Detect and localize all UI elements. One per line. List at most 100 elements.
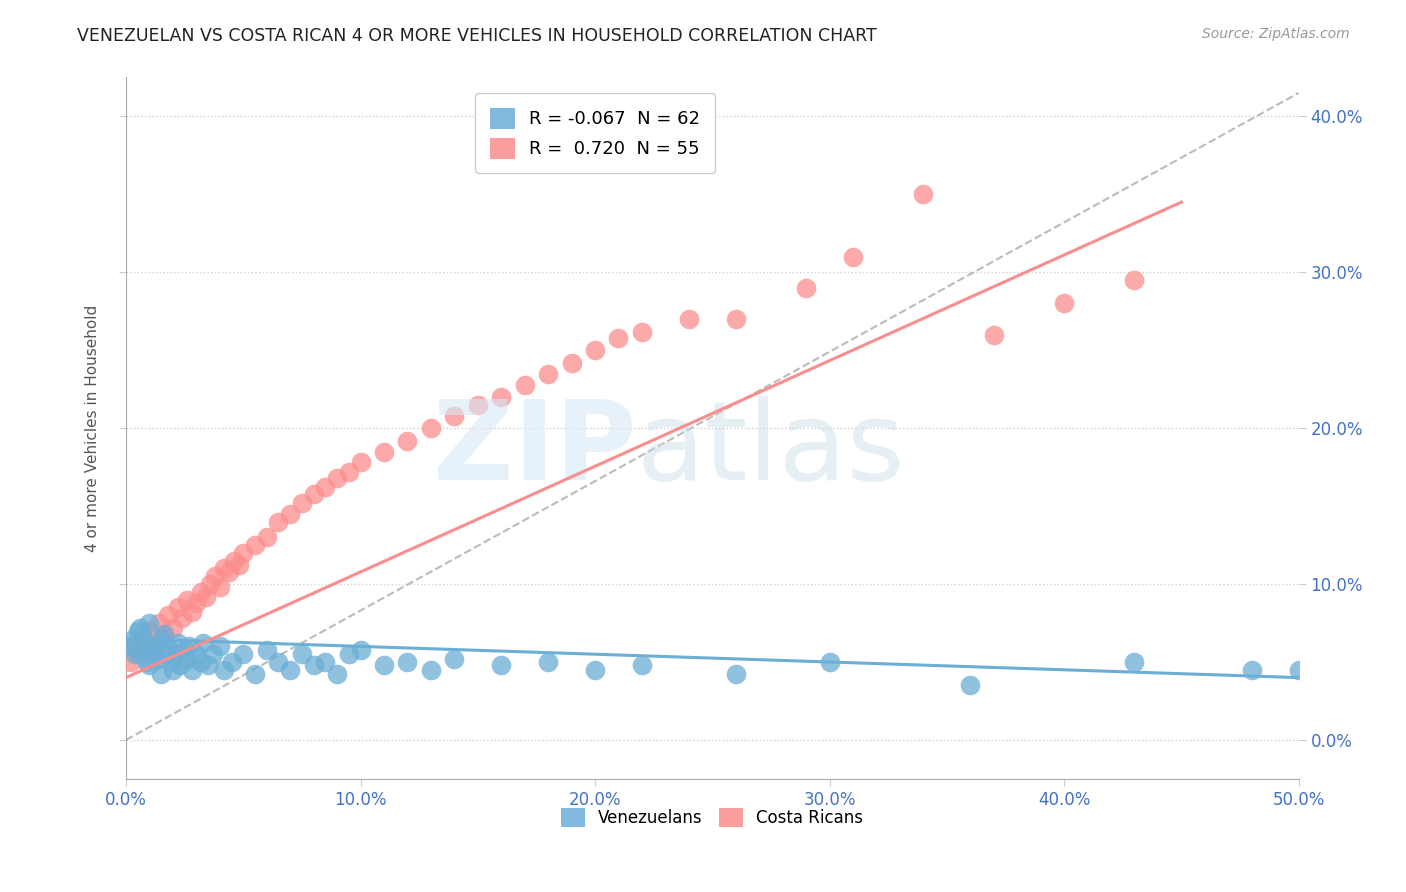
Point: [278, 507, 301, 521]
Point: [959, 678, 981, 692]
Point: [912, 187, 935, 202]
Point: [419, 663, 441, 677]
Point: [162, 621, 184, 635]
Point: [842, 250, 865, 264]
Point: [157, 608, 180, 623]
Point: [583, 343, 606, 358]
Point: [120, 640, 142, 654]
Point: [537, 367, 560, 381]
Point: [443, 652, 465, 666]
Point: [155, 647, 177, 661]
Point: [124, 640, 146, 654]
Point: [1240, 663, 1263, 677]
Point: [256, 642, 278, 657]
Point: [165, 647, 187, 661]
Point: [302, 658, 325, 673]
Point: [232, 647, 254, 661]
Point: [194, 590, 217, 604]
Point: [141, 647, 163, 661]
Point: [214, 663, 236, 677]
Point: [143, 640, 166, 654]
Text: Source: ZipAtlas.com: Source: ZipAtlas.com: [1202, 27, 1350, 41]
Point: [561, 356, 583, 370]
Point: [193, 636, 215, 650]
Point: [607, 331, 630, 345]
Point: [337, 647, 360, 661]
Point: [443, 409, 465, 423]
Point: [818, 655, 841, 669]
Point: [152, 627, 174, 641]
Text: atlas: atlas: [636, 396, 904, 503]
Point: [186, 596, 208, 610]
Point: [208, 640, 231, 654]
Point: [166, 600, 188, 615]
Point: [150, 667, 173, 681]
Point: [179, 640, 201, 654]
Text: ZIP: ZIP: [433, 396, 636, 503]
Point: [152, 627, 174, 641]
Point: [122, 632, 145, 646]
Point: [129, 621, 152, 635]
Point: [180, 663, 202, 677]
Point: [267, 515, 290, 529]
Point: [489, 390, 512, 404]
Point: [127, 624, 149, 638]
Point: [134, 636, 156, 650]
Point: [150, 632, 173, 646]
Y-axis label: 4 or more Vehicles in Household: 4 or more Vehicles in Household: [86, 304, 100, 552]
Point: [176, 652, 198, 666]
Point: [302, 486, 325, 500]
Point: [337, 465, 360, 479]
Point: [222, 554, 245, 568]
Point: [724, 667, 747, 681]
Point: [396, 655, 419, 669]
Point: [190, 655, 212, 669]
Point: [724, 312, 747, 326]
Point: [124, 647, 146, 661]
Point: [214, 561, 236, 575]
Point: [138, 615, 160, 630]
Point: [166, 636, 188, 650]
Point: [467, 398, 489, 412]
Point: [267, 655, 290, 669]
Point: [120, 655, 142, 669]
Point: [291, 647, 314, 661]
Point: [131, 627, 153, 641]
Point: [180, 605, 202, 619]
Point: [631, 658, 654, 673]
Point: [134, 632, 156, 646]
Point: [489, 658, 512, 673]
Point: [159, 655, 181, 669]
Point: [396, 434, 419, 448]
Point: [314, 480, 336, 494]
Point: [218, 565, 240, 579]
Point: [208, 580, 231, 594]
Point: [204, 569, 226, 583]
Point: [243, 667, 266, 681]
Legend: Venezuelans, Costa Ricans: Venezuelans, Costa Ricans: [555, 801, 870, 834]
Point: [278, 663, 301, 677]
Point: [221, 655, 243, 669]
Point: [243, 538, 266, 552]
Point: [157, 640, 180, 654]
Point: [537, 655, 560, 669]
Point: [373, 444, 395, 458]
Point: [129, 647, 152, 661]
Point: [1123, 273, 1146, 287]
Point: [190, 585, 212, 599]
Point: [138, 658, 160, 673]
Point: [583, 663, 606, 677]
Point: [172, 611, 194, 625]
Point: [228, 558, 250, 573]
Point: [314, 655, 336, 669]
Point: [349, 455, 371, 469]
Point: [138, 624, 160, 638]
Point: [326, 471, 349, 485]
Point: [145, 642, 167, 657]
Point: [373, 658, 395, 673]
Point: [419, 421, 441, 435]
Point: [232, 546, 254, 560]
Point: [162, 663, 184, 677]
Point: [197, 658, 219, 673]
Point: [256, 530, 278, 544]
